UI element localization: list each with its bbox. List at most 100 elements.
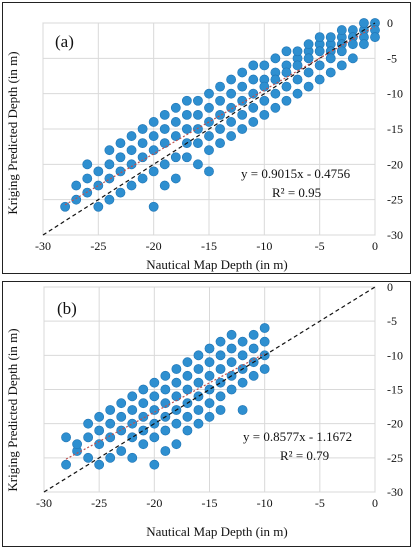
data-point-b: [116, 425, 127, 436]
data-point-a: [137, 138, 148, 149]
data-point-a: [148, 145, 159, 156]
data-point-a: [93, 166, 104, 177]
data-point-b: [204, 411, 215, 422]
data-point-a: [104, 173, 115, 184]
data-point-b: [160, 384, 171, 395]
data-point-b: [182, 370, 193, 381]
data-point-b: [193, 391, 204, 402]
data-point-a: [259, 60, 270, 71]
data-point-a: [204, 166, 214, 177]
data-point-a: [248, 88, 259, 99]
data-point-b: [215, 336, 226, 347]
data-point-b: [138, 398, 149, 409]
data-point-b: [94, 411, 105, 422]
data-point-a: [115, 187, 126, 198]
data-point-b: [171, 439, 182, 450]
data-point-b: [94, 425, 105, 436]
data-point-a: [215, 138, 225, 149]
data-point-b: [259, 364, 270, 374]
data-point-a: [126, 145, 137, 156]
data-point-a: [181, 124, 192, 134]
data-point-a: [104, 159, 115, 170]
y-tick-label-b: -15: [387, 383, 403, 397]
data-point-b: [127, 418, 138, 429]
chart-b-points: [61, 323, 270, 470]
chart-a-points: [60, 18, 380, 212]
data-point-b: [127, 405, 138, 415]
x-tick-label-a: -10: [256, 239, 272, 253]
trend-equation-b: y = 0.8577x - 1.1672: [243, 429, 352, 444]
data-point-a: [314, 46, 325, 57]
x-tick-label-b: -15: [202, 496, 218, 510]
data-point-a: [159, 159, 170, 170]
data-point-b: [171, 391, 182, 402]
data-point-a: [314, 74, 325, 85]
y-tick-label-a: -5: [387, 51, 397, 65]
data-point-a: [71, 194, 82, 205]
data-point-a: [359, 39, 369, 50]
data-point-a: [248, 60, 259, 71]
data-point-a: [193, 159, 203, 170]
data-point-a: [204, 131, 214, 141]
data-point-b: [248, 370, 259, 381]
data-point-b: [204, 343, 215, 354]
data-point-a: [204, 102, 214, 113]
data-point-b: [160, 370, 171, 381]
chart-b-lines: [43, 286, 376, 493]
data-point-a: [82, 173, 93, 184]
data-point-b: [94, 459, 105, 470]
data-point-b: [116, 446, 127, 456]
x-tick-label-b: -5: [315, 496, 325, 510]
x-tick-label-a: -5: [315, 239, 325, 253]
x-tick-label-b: -10: [257, 496, 273, 510]
data-point-b: [237, 350, 248, 361]
data-point-b: [149, 377, 160, 388]
data-point-b: [127, 391, 138, 402]
data-point-a: [193, 109, 203, 120]
x-tick-label-b: -20: [146, 496, 162, 510]
data-point-b: [226, 343, 237, 354]
y-tick-label-b: 0: [387, 282, 393, 294]
data-point-a: [237, 81, 248, 92]
data-point-a: [137, 124, 148, 134]
data-point-a: [82, 159, 93, 170]
x-tick-label-a: -30: [35, 239, 51, 253]
data-point-b: [149, 405, 160, 415]
data-point-a: [159, 138, 170, 149]
data-point-a: [137, 152, 148, 163]
data-point-a: [215, 95, 225, 106]
data-point-a: [170, 173, 181, 184]
data-point-b: [226, 357, 237, 368]
data-point-a: [237, 67, 248, 78]
chart-a-canvas: -30 -25 -20 -15 -10 -5 0 -30 -25 -20 -15 -10 -5 0 (a)…: [5, 16, 403, 272]
data-point-a: [303, 81, 314, 92]
data-point-b: [149, 391, 160, 402]
y-axis-label-b: Kriging Predicted Depth (in m): [5, 328, 20, 491]
data-point-a: [336, 25, 347, 35]
data-point-b: [204, 357, 215, 368]
chart-a-lines: [42, 22, 376, 236]
y-tick-label-a: -15: [387, 122, 403, 136]
data-point-a: [226, 88, 237, 99]
data-point-a: [292, 60, 303, 71]
data-point-b: [226, 329, 237, 340]
data-point-b: [237, 377, 248, 388]
x-axis-label-b: Nautical Map Depth (in m): [146, 524, 288, 539]
data-point-a: [115, 152, 126, 163]
x-tick-label-b: -30: [36, 496, 52, 510]
data-point-a: [281, 81, 292, 92]
data-point-a: [303, 39, 314, 50]
x-tick-label-b: 0: [372, 496, 378, 510]
data-point-b: [105, 405, 116, 415]
data-point-a: [259, 95, 270, 106]
data-point-a: [270, 102, 281, 113]
data-point-a: [137, 173, 148, 184]
data-point-b: [226, 384, 237, 395]
data-point-b: [149, 432, 160, 443]
data-point-a: [226, 131, 237, 141]
data-point-a: [148, 117, 159, 127]
data-point-a: [303, 53, 314, 64]
data-point-b: [215, 364, 226, 374]
data-point-b: [237, 405, 248, 415]
data-point-a: [226, 117, 237, 127]
